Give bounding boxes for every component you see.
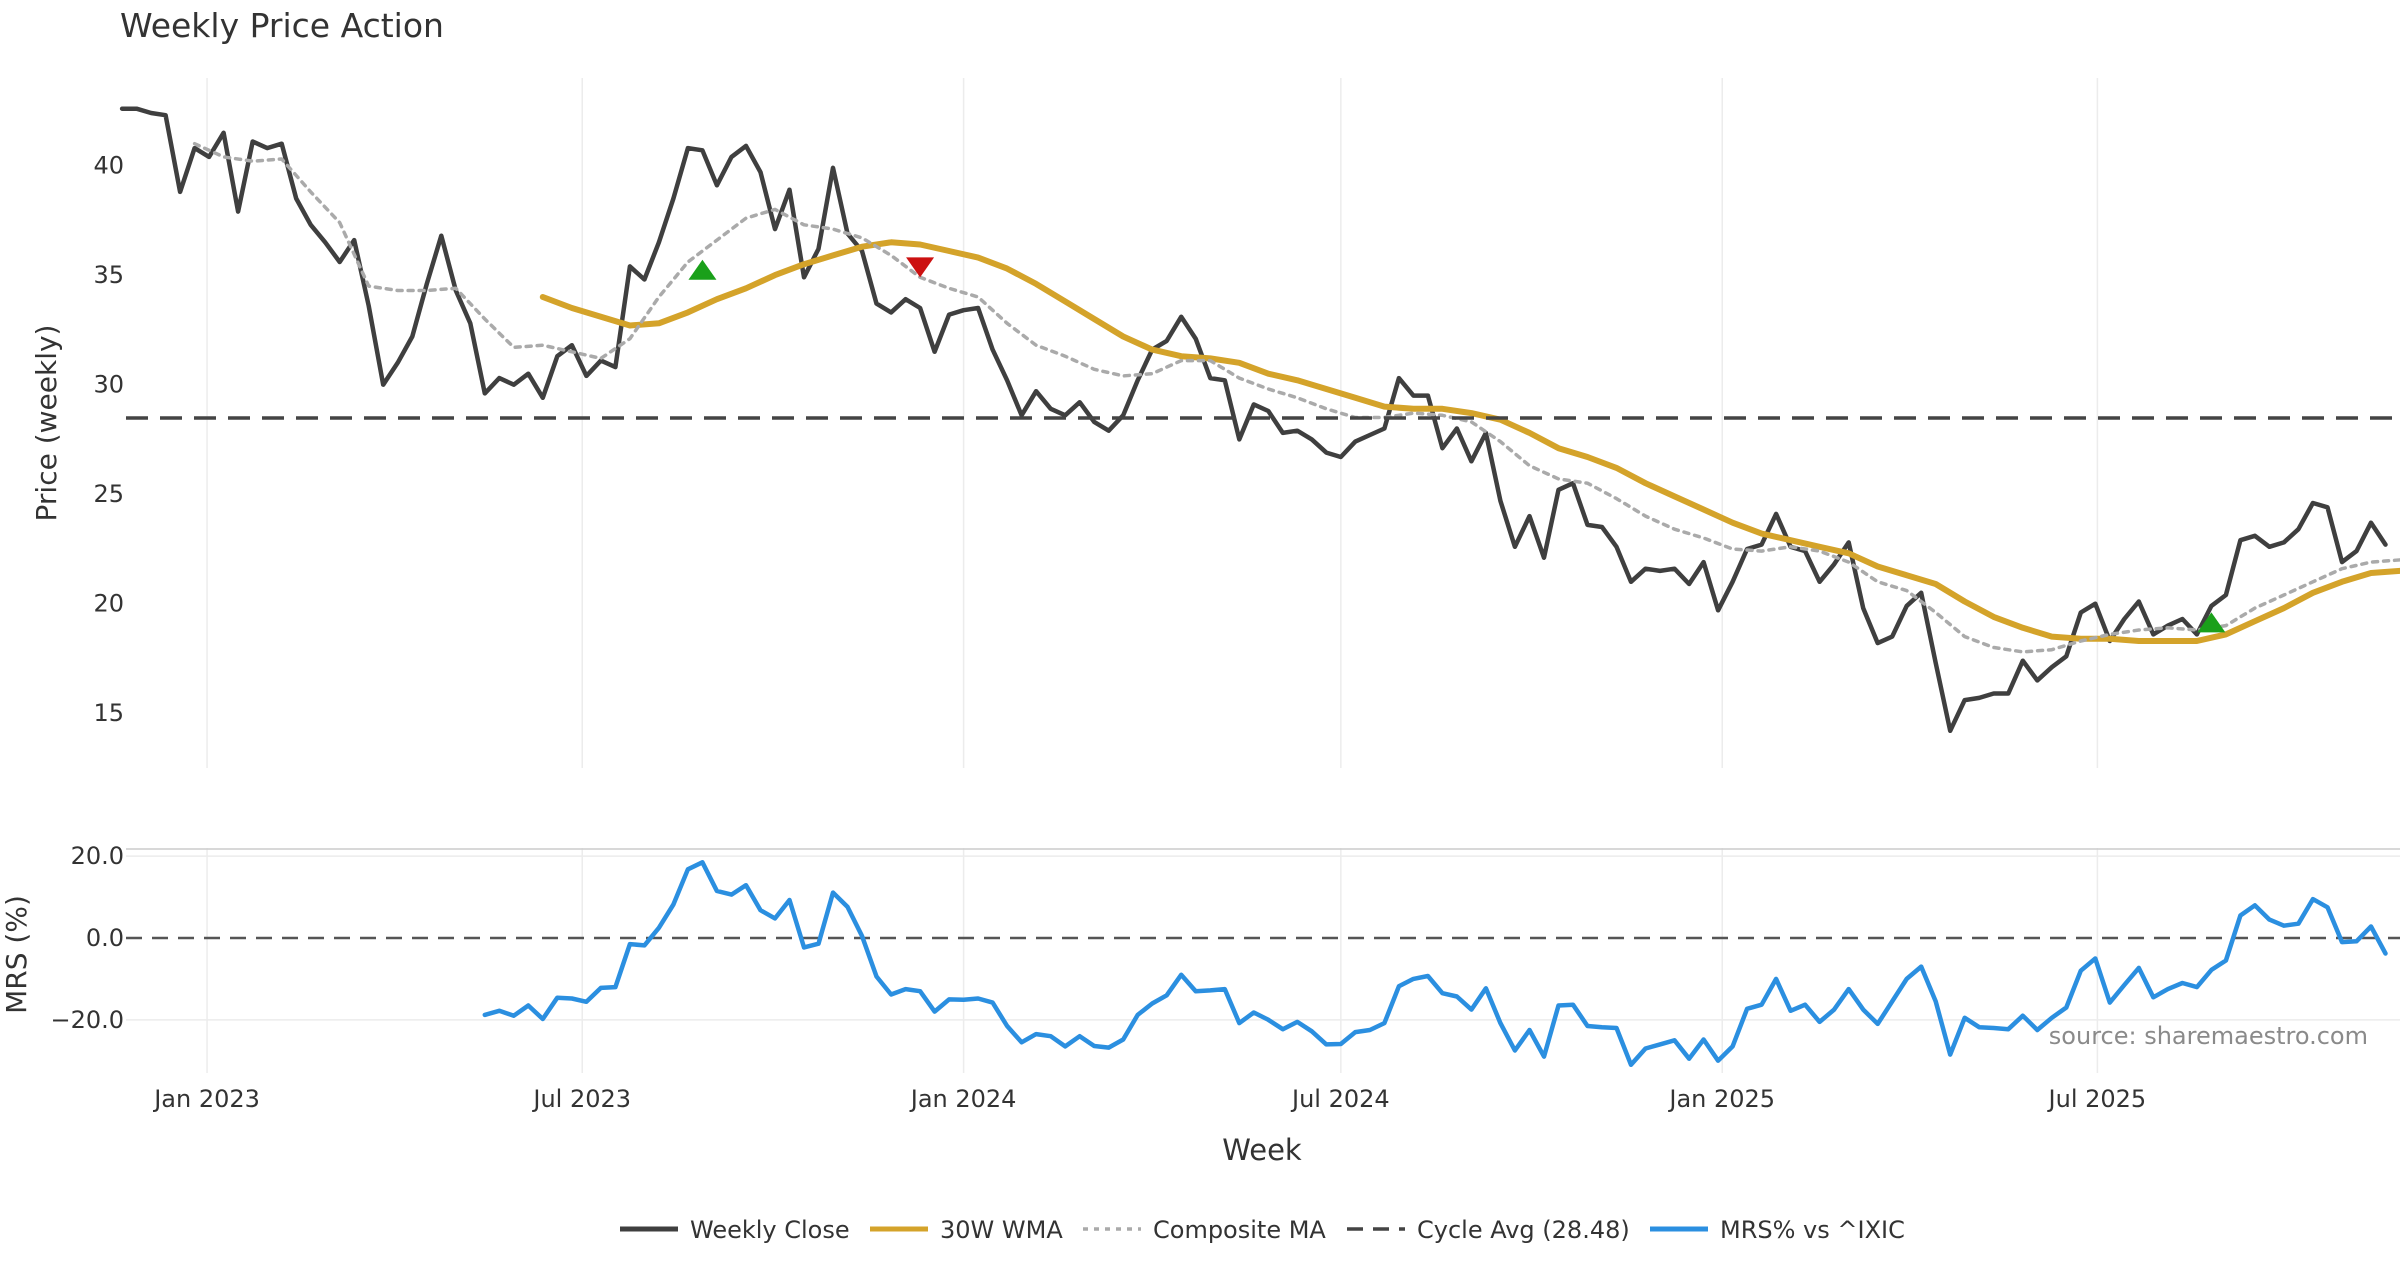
series-mrs — [482, 860, 2388, 1068]
x-tick-label: Jul 2023 — [531, 1085, 631, 1113]
buy-marker — [2197, 612, 2226, 633]
legend-label: MRS% vs ^IXIC — [1720, 1216, 1905, 1244]
axis-layer: Jan 2023 Jul 2023 Jan 2024 Jul 2024 Jan 2025… — [0, 152, 2368, 1167]
legend-label: 30W WMA — [940, 1216, 1063, 1244]
chart-title: Weekly Price Action — [120, 6, 444, 45]
marker-layer — [688, 257, 2226, 633]
price-y-tick-label: 30 — [93, 371, 124, 399]
price-y-tick-label: 20 — [93, 590, 124, 618]
price-y-tick-label: 40 — [93, 152, 124, 180]
x-tick-label: Jul 2024 — [1290, 1085, 1390, 1113]
x-tick-label: Jul 2025 — [2047, 1085, 2147, 1113]
legend-label: Composite MA — [1153, 1216, 1326, 1244]
buy-marker — [688, 259, 717, 280]
legend-item: Weekly Close — [620, 1216, 850, 1244]
mrs-y-tick-label: 0.0 — [86, 924, 124, 952]
price-y-axis-label: Price (weekly) — [30, 325, 63, 522]
grid-layer — [126, 78, 2400, 1073]
legend-item: Composite MA — [1083, 1216, 1326, 1244]
series-layer — [119, 106, 2400, 1068]
x-tick-label: Jan 2025 — [1667, 1085, 1775, 1113]
legend-item: Cycle Avg (28.48) — [1347, 1216, 1630, 1244]
price-y-tick-label: 25 — [93, 480, 124, 508]
source-annotation: source: sharemaestro.com — [2049, 1022, 2368, 1050]
price-y-tick-label: 35 — [93, 261, 124, 289]
x-tick-label: Jan 2023 — [152, 1085, 260, 1113]
legend: Weekly Close 30W WMA Composite MA Cycle Avg… — [620, 1216, 1905, 1244]
x-axis-label: Week — [1222, 1133, 1302, 1167]
series-composite-ma — [192, 141, 2400, 654]
legend-label: Cycle Avg (28.48) — [1417, 1216, 1630, 1244]
x-tick-label: Jan 2024 — [909, 1085, 1017, 1113]
mrs-y-tick-label: 20.0 — [71, 842, 124, 870]
mrs-y-axis-label: MRS (%) — [0, 895, 33, 1014]
legend-label: Weekly Close — [690, 1216, 850, 1244]
series-weekly-close — [119, 106, 2388, 734]
legend-item: MRS% vs ^IXIC — [1650, 1216, 1905, 1244]
sell-marker — [906, 257, 935, 278]
price-y-tick-label: 15 — [93, 699, 124, 727]
series-30w-wma — [539, 239, 2400, 644]
mrs-y-tick-label: −20.0 — [50, 1006, 124, 1034]
legend-item: 30W WMA — [870, 1216, 1063, 1244]
